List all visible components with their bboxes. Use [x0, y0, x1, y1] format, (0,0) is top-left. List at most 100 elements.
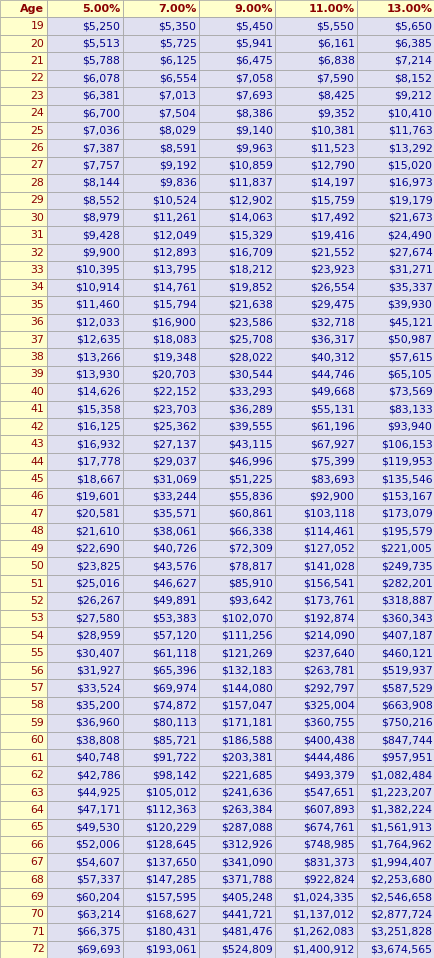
Text: 38: 38 [30, 353, 44, 362]
Text: $57,615: $57,615 [387, 353, 431, 362]
Bar [123, 888, 199, 905]
Bar [123, 244, 199, 262]
Bar [275, 749, 356, 766]
Bar [0, 139, 47, 157]
Bar [0, 244, 47, 262]
Text: $1,764,962: $1,764,962 [369, 840, 431, 850]
Bar [123, 819, 199, 836]
Text: 22: 22 [30, 74, 44, 83]
Text: $6,838: $6,838 [316, 56, 354, 66]
Bar [0, 383, 47, 400]
Bar [0, 17, 47, 34]
Text: $112,363: $112,363 [145, 805, 196, 815]
Bar [123, 871, 199, 888]
Text: 21: 21 [30, 56, 44, 66]
Bar [275, 139, 356, 157]
Bar [123, 122, 199, 139]
Text: $6,125: $6,125 [158, 56, 196, 66]
Bar [199, 714, 275, 732]
Bar [275, 104, 356, 122]
Text: $10,381: $10,381 [309, 125, 354, 136]
Bar [275, 522, 356, 540]
Text: $120,229: $120,229 [145, 822, 196, 833]
Bar [356, 836, 434, 854]
Text: $40,312: $40,312 [309, 353, 354, 362]
Bar [47, 662, 123, 679]
Text: $31,927: $31,927 [76, 666, 120, 675]
Text: $63,214: $63,214 [76, 909, 120, 920]
Text: $13,292: $13,292 [387, 143, 431, 153]
Bar [123, 836, 199, 854]
Bar [123, 366, 199, 383]
Bar [123, 453, 199, 470]
Text: 20: 20 [30, 38, 44, 49]
Text: $5,941: $5,941 [234, 38, 272, 49]
Text: $23,703: $23,703 [151, 404, 196, 414]
Text: 61: 61 [30, 753, 44, 763]
Bar [123, 941, 199, 958]
Bar [199, 53, 275, 70]
Text: $47,171: $47,171 [76, 805, 120, 815]
Bar [199, 122, 275, 139]
Bar [356, 70, 434, 87]
Bar [199, 696, 275, 714]
Text: $9,900: $9,900 [82, 247, 120, 258]
Bar [199, 453, 275, 470]
Text: $21,673: $21,673 [387, 213, 431, 222]
Text: 19: 19 [30, 21, 44, 31]
Bar [356, 418, 434, 436]
Bar [275, 70, 356, 87]
Text: $11,763: $11,763 [387, 125, 431, 136]
Text: $14,761: $14,761 [151, 283, 196, 292]
Text: $44,925: $44,925 [76, 787, 120, 797]
Bar [0, 488, 47, 505]
Bar [275, 174, 356, 192]
Bar [123, 854, 199, 871]
Bar [0, 679, 47, 696]
Text: $5,450: $5,450 [234, 21, 272, 31]
Text: $11,523: $11,523 [309, 143, 354, 153]
Text: $27,137: $27,137 [151, 439, 196, 449]
Text: $85,721: $85,721 [151, 736, 196, 745]
Bar [199, 470, 275, 488]
Bar [356, 279, 434, 296]
Text: $9,836: $9,836 [158, 178, 196, 188]
Text: $15,020: $15,020 [387, 161, 431, 171]
Bar [0, 854, 47, 871]
Text: $91,722: $91,722 [151, 753, 196, 763]
Text: $21,552: $21,552 [309, 247, 354, 258]
Text: $444,486: $444,486 [302, 753, 354, 763]
Bar [356, 244, 434, 262]
Text: $2,546,658: $2,546,658 [369, 892, 431, 902]
Bar [199, 70, 275, 87]
Text: 30: 30 [30, 213, 44, 222]
Bar [356, 888, 434, 905]
Bar [199, 436, 275, 453]
Text: $263,781: $263,781 [302, 666, 354, 675]
Text: $18,083: $18,083 [151, 334, 196, 345]
Bar [0, 436, 47, 453]
Text: 33: 33 [30, 265, 44, 275]
Bar [0, 296, 47, 313]
Bar [199, 522, 275, 540]
Text: 5.00%: 5.00% [82, 4, 120, 13]
Bar [199, 924, 275, 941]
Text: $547,651: $547,651 [302, 787, 354, 797]
Text: 9.00%: 9.00% [233, 4, 272, 13]
Bar [356, 627, 434, 645]
Bar [199, 262, 275, 279]
Text: $19,348: $19,348 [151, 353, 196, 362]
Text: $144,080: $144,080 [220, 683, 272, 693]
Bar [47, 331, 123, 349]
Text: 67: 67 [30, 857, 44, 867]
Bar [356, 871, 434, 888]
Bar [199, 244, 275, 262]
Text: $922,824: $922,824 [302, 875, 354, 884]
Bar [356, 766, 434, 784]
Text: $847,744: $847,744 [380, 736, 431, 745]
Text: 62: 62 [30, 770, 44, 780]
Bar [275, 331, 356, 349]
Text: $55,131: $55,131 [309, 404, 354, 414]
Bar [0, 262, 47, 279]
Bar [0, 696, 47, 714]
